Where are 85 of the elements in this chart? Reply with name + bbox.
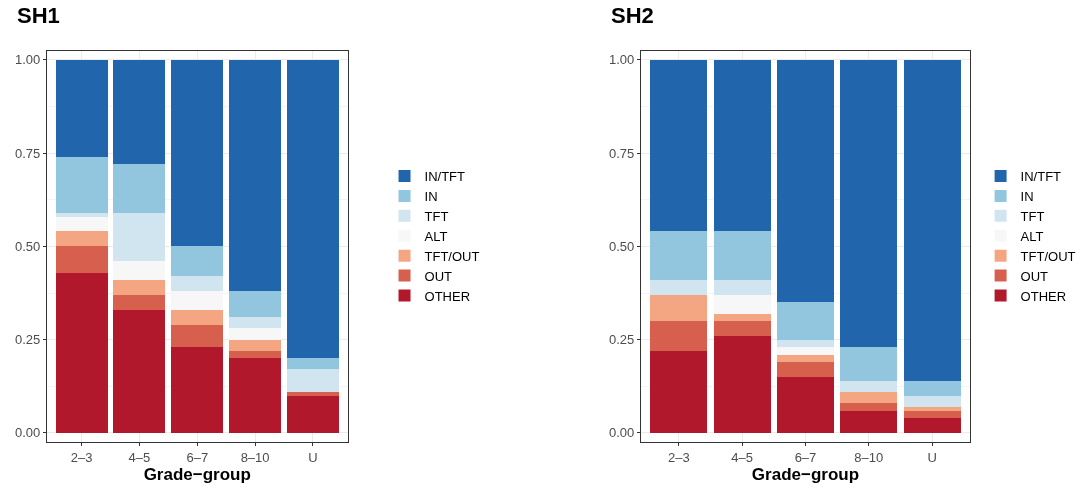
bar	[286, 358, 339, 370]
bar	[229, 358, 282, 433]
bar	[171, 59, 224, 247]
y-tick-label: 0.25	[608, 332, 635, 348]
bar	[55, 59, 108, 157]
legend-label: IN/TFT	[1020, 169, 1062, 185]
bar	[286, 395, 339, 433]
bar	[776, 362, 834, 377]
bar	[55, 246, 108, 273]
bar	[776, 59, 834, 303]
y-tick-label: 0.75	[608, 145, 635, 161]
y-tick-label: 0.50	[15, 238, 41, 254]
bar	[171, 324, 224, 348]
legend-label: TFT	[424, 208, 449, 224]
y-tick-label: 0.50	[608, 238, 635, 254]
bar	[650, 279, 708, 295]
bar	[286, 369, 339, 392]
chart-title: SH2	[611, 3, 654, 28]
legend-label: IN	[1020, 189, 1034, 205]
bar	[650, 231, 708, 280]
x-tick-label: 8–10	[854, 449, 884, 465]
bar	[840, 380, 898, 392]
bar	[171, 347, 224, 433]
y-tick-label: 0.00	[608, 425, 635, 441]
chart-title: SH1	[17, 3, 60, 28]
bar	[840, 59, 898, 348]
x-tick-label: 4–5	[128, 449, 151, 465]
legend-label: OUT	[424, 268, 453, 284]
bar	[286, 59, 339, 359]
bar	[903, 406, 961, 411]
bar	[171, 246, 224, 277]
x-axis-title: Grade−group	[143, 465, 251, 485]
legend-label: IN	[424, 189, 438, 205]
bar	[55, 156, 108, 213]
legend-label: TFT	[1020, 208, 1045, 224]
bar	[713, 231, 771, 280]
legend-label: ALT	[1020, 228, 1044, 244]
bar	[229, 291, 282, 318]
bar	[903, 410, 961, 418]
legend-label: TFT/OUT	[1020, 248, 1076, 264]
legend-label: OTHER	[424, 288, 471, 304]
bar	[840, 403, 898, 411]
bar	[113, 294, 166, 310]
x-axis-title: Grade−group	[751, 465, 860, 485]
x-tick-label: 6–7	[794, 449, 817, 465]
bar	[286, 391, 339, 396]
bar	[903, 417, 961, 433]
x-tick-label: U	[308, 449, 318, 465]
bar	[903, 380, 961, 396]
bar	[229, 350, 282, 359]
legend-label: OTHER	[1020, 288, 1067, 304]
bar	[650, 350, 708, 433]
bar	[650, 294, 708, 321]
x-tick-label: U	[927, 449, 937, 465]
x-tick-label: 4–5	[731, 449, 754, 465]
x-tick-label: 2–3	[668, 449, 690, 465]
bar	[113, 164, 166, 213]
bar	[713, 320, 771, 336]
bar	[650, 59, 708, 232]
y-tick-label: 0.25	[15, 332, 41, 348]
y-tick-label: 0.75	[15, 145, 41, 161]
bar	[840, 391, 898, 404]
bar	[840, 410, 898, 433]
bar	[229, 59, 282, 292]
x-tick-label: 2–3	[70, 449, 93, 465]
bar	[840, 347, 898, 381]
bar	[903, 395, 961, 407]
bar	[713, 335, 771, 433]
legend-label: TFT/OUT	[424, 248, 480, 264]
y-tick-label: 1.00	[608, 52, 635, 68]
bar	[113, 59, 166, 165]
bar	[776, 376, 834, 433]
y-tick-label: 0.00	[15, 425, 41, 441]
bar	[113, 309, 166, 433]
bar	[903, 59, 961, 381]
x-tick-label: 6–7	[186, 449, 209, 465]
legend-label: ALT	[424, 228, 448, 244]
bar	[713, 59, 771, 232]
bar	[55, 272, 108, 433]
bar	[776, 302, 834, 340]
legend-label: OUT	[1020, 268, 1049, 284]
y-tick-label: 1.00	[15, 52, 41, 68]
bar	[650, 320, 708, 351]
legend-label: IN/TFT	[424, 169, 466, 185]
x-tick-label: 8–10	[240, 449, 270, 465]
